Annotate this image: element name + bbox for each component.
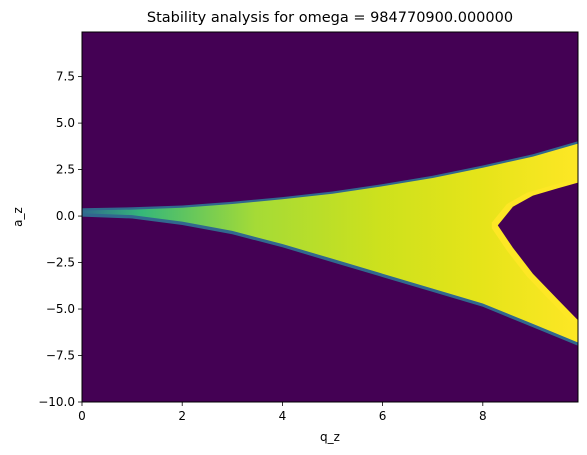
inner-unstable-region — [497, 182, 578, 321]
x-axis: 0 2 4 6 8 — [78, 402, 487, 423]
y-tick-label: 2.5 — [56, 163, 75, 177]
x-tick-label: 4 — [279, 409, 287, 423]
plot-frame — [81, 31, 579, 403]
y-axis: −10.0 −7.5 −5.0 −2.5 0.0 2.5 5.0 7.5 — [38, 70, 82, 409]
y-tick-label: 5.0 — [56, 116, 75, 130]
x-tick-label: 6 — [379, 409, 387, 423]
y-tick-label: −7.5 — [46, 349, 75, 363]
stable-region-group — [82, 141, 578, 346]
x-tick-label: 8 — [479, 409, 487, 423]
y-tick-label: −5.0 — [46, 302, 75, 316]
x-tick-label: 2 — [178, 409, 186, 423]
y-tick-label: −10.0 — [38, 395, 75, 409]
chart-title: Stability analysis for omega = 984770900… — [147, 10, 513, 26]
y-axis-label: a_z — [11, 207, 25, 227]
stable-region — [82, 143, 578, 343]
y-tick-label: 0.0 — [56, 209, 75, 223]
y-tick-label: 7.5 — [56, 70, 75, 84]
x-tick-label: 0 — [78, 409, 86, 423]
x-axis-label: q_z — [320, 430, 340, 444]
y-tick-label: −2.5 — [46, 256, 75, 270]
